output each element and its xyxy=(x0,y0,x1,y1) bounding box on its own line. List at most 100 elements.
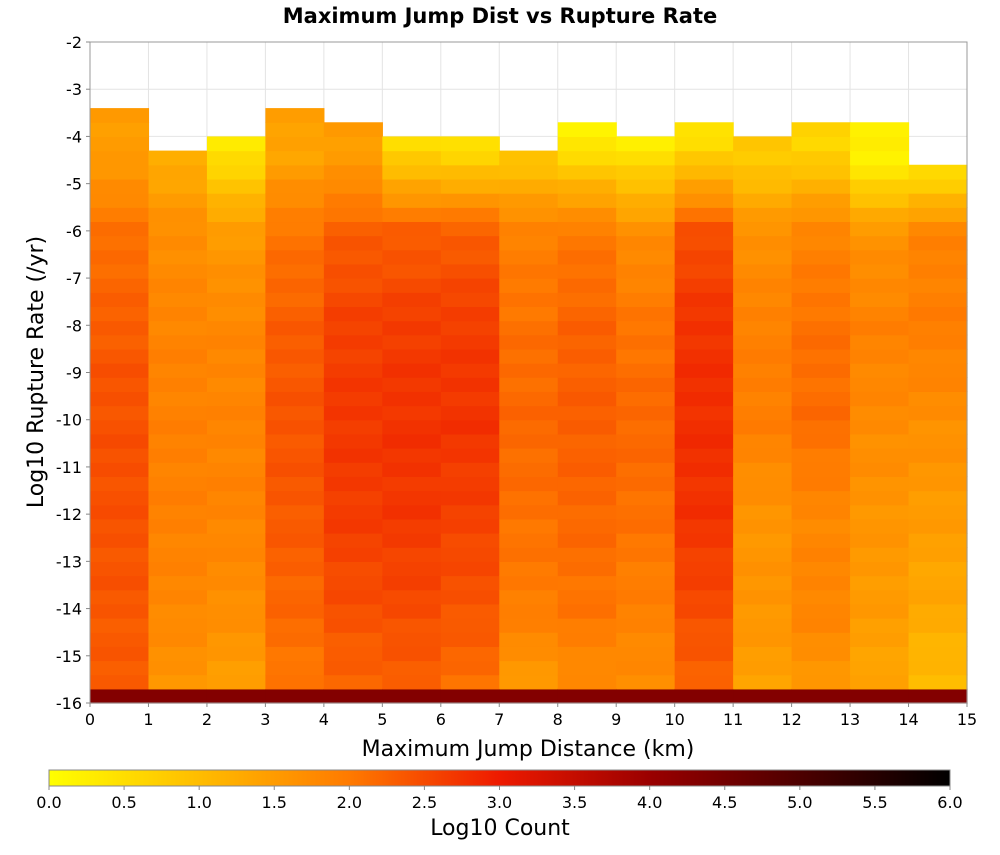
x-tick-label: 0 xyxy=(85,710,95,729)
heatmap-cell xyxy=(499,263,559,279)
heatmap-cell xyxy=(148,278,208,293)
heatmap-cell xyxy=(323,561,383,577)
heatmap-cell xyxy=(323,391,383,407)
heatmap-cell xyxy=(323,518,383,534)
heatmap-cell xyxy=(440,348,500,364)
heatmap-cell xyxy=(323,377,383,392)
heatmap-cell xyxy=(616,363,676,378)
x-tick-label: 11 xyxy=(723,710,743,729)
heatmap-cell xyxy=(90,561,150,577)
heatmap-cell xyxy=(323,476,383,492)
heatmap-cell xyxy=(850,589,910,605)
heatmap-cell xyxy=(265,136,325,152)
heatmap-cell xyxy=(791,561,851,577)
heatmap-cell xyxy=(908,561,968,577)
heatmap-cell xyxy=(616,221,676,237)
heatmap-cell xyxy=(265,193,325,208)
heatmap-cell xyxy=(674,589,734,605)
heatmap-cell xyxy=(90,419,150,435)
heatmap-cell xyxy=(440,363,500,378)
heatmap-cell xyxy=(440,518,500,534)
heatmap-cell xyxy=(90,646,150,662)
heatmap-cell xyxy=(674,533,734,548)
heatmap-cell xyxy=(265,688,325,704)
heatmap-cell xyxy=(265,108,325,123)
heatmap-cell xyxy=(148,320,208,336)
heatmap-cell xyxy=(499,391,559,407)
heatmap-cell xyxy=(323,674,383,690)
heatmap-cell xyxy=(616,533,676,548)
heatmap-cell xyxy=(440,320,500,336)
heatmap-cell xyxy=(908,504,968,520)
heatmap-cell xyxy=(850,221,910,237)
heatmap-cell xyxy=(440,561,500,577)
heatmap-cell xyxy=(674,448,734,463)
colorbar-tick-label: 1.0 xyxy=(186,793,211,812)
heatmap-cell xyxy=(791,122,851,138)
x-tick-label: 5 xyxy=(377,710,387,729)
heatmap-cell xyxy=(206,518,266,534)
heatmap-cell xyxy=(499,660,559,676)
heatmap-cell xyxy=(382,618,442,633)
heatmap-cell xyxy=(265,348,325,364)
heatmap-cell xyxy=(850,263,910,279)
heatmap-cell xyxy=(440,334,500,350)
y-tick-label: -2 xyxy=(66,33,82,52)
heatmap-cell xyxy=(90,136,150,152)
heatmap-cell xyxy=(850,419,910,435)
heatmap-cell xyxy=(791,490,851,506)
heatmap-cell xyxy=(206,433,266,449)
y-tick-label: -10 xyxy=(56,411,82,430)
heatmap-cell xyxy=(265,235,325,251)
heatmap-cell xyxy=(148,504,208,520)
heatmap-cell xyxy=(733,207,793,223)
heatmap-cell xyxy=(148,674,208,690)
heatmap-cell xyxy=(616,547,676,562)
heatmap-cell xyxy=(499,292,559,307)
x-tick-label: 14 xyxy=(898,710,918,729)
heatmap-cell xyxy=(674,292,734,307)
heatmap-cell xyxy=(791,547,851,562)
heatmap-cell xyxy=(850,292,910,307)
heatmap-cell xyxy=(674,164,734,180)
heatmap-cell xyxy=(265,178,325,194)
heatmap-cell xyxy=(90,221,150,237)
heatmap-cell xyxy=(674,278,734,293)
heatmap-cell xyxy=(791,320,851,336)
heatmap-cell xyxy=(206,618,266,633)
heatmap-cell xyxy=(674,476,734,492)
heatmap-cell xyxy=(382,533,442,548)
heatmap-cell xyxy=(90,504,150,520)
heatmap-cell xyxy=(557,575,617,591)
heatmap-cell xyxy=(382,292,442,307)
heatmap-cell xyxy=(791,263,851,279)
heatmap-cell xyxy=(557,207,617,223)
heatmap-cell xyxy=(323,433,383,449)
heatmap-cell xyxy=(616,603,676,619)
y-tick-label: -9 xyxy=(66,364,82,383)
colorbar-label: Log10 Count xyxy=(430,816,570,841)
heatmap-cell xyxy=(440,136,500,152)
heatmap-cell xyxy=(499,419,559,435)
heatmap-cell xyxy=(674,122,734,138)
heatmap-cell xyxy=(440,476,500,492)
heatmap-cell xyxy=(499,207,559,223)
heatmap-cell xyxy=(674,618,734,633)
heatmap-cell xyxy=(323,136,383,152)
heatmap-cell xyxy=(440,278,500,293)
heatmap-cell xyxy=(265,490,325,506)
heatmap-cell xyxy=(791,518,851,534)
heatmap-cell xyxy=(850,178,910,194)
heatmap-cell xyxy=(382,235,442,251)
heatmap-cell xyxy=(674,547,734,562)
heatmap-cell xyxy=(616,618,676,633)
heatmap-cell xyxy=(440,391,500,407)
heatmap-cell xyxy=(265,462,325,477)
heatmap-cell xyxy=(733,292,793,307)
heatmap-cell xyxy=(206,150,266,166)
heatmap-cell xyxy=(557,618,617,633)
heatmap-cell xyxy=(733,660,793,676)
heatmap-cell xyxy=(791,150,851,166)
heatmap-cell xyxy=(148,561,208,577)
heatmap-cell xyxy=(557,363,617,378)
